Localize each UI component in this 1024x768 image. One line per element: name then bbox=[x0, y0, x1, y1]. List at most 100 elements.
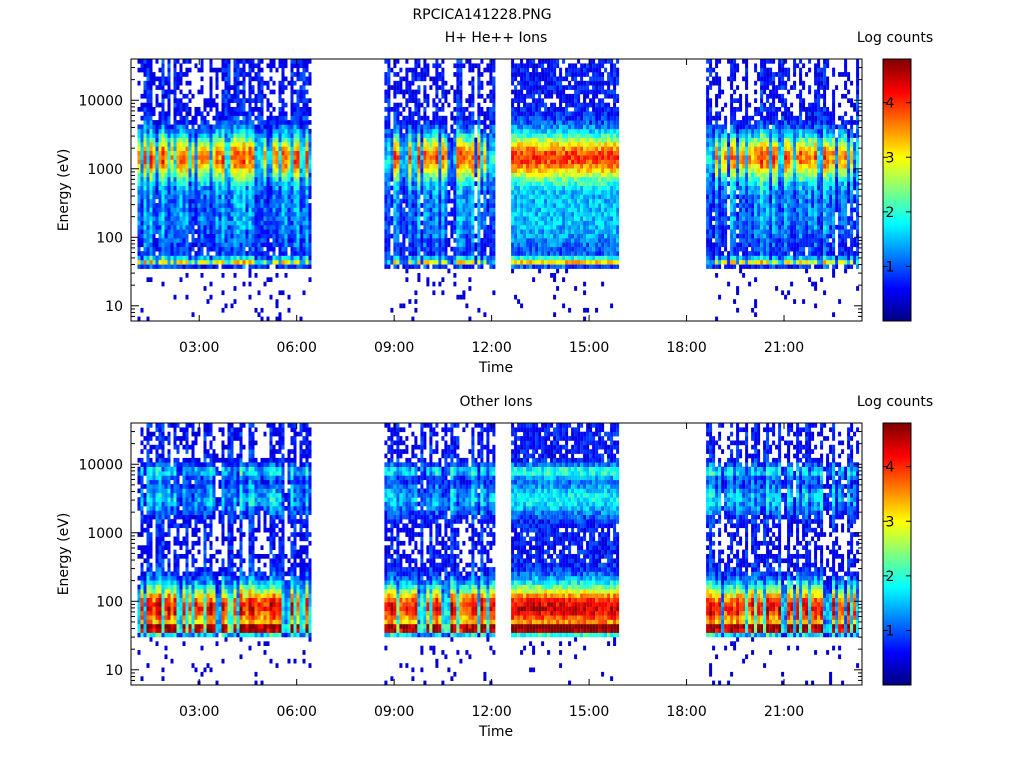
heatmap-cell bbox=[468, 220, 472, 226]
heatmap-cell bbox=[296, 67, 300, 73]
heatmap-cell bbox=[514, 159, 518, 165]
heatmap-cell bbox=[296, 72, 300, 77]
heatmap-cell bbox=[556, 190, 560, 195]
heatmap-cell bbox=[158, 155, 162, 160]
heatmap-cell bbox=[562, 211, 566, 217]
heatmap-cell bbox=[206, 142, 210, 147]
heatmap-cell bbox=[209, 194, 213, 200]
heatmap-cell bbox=[462, 176, 466, 182]
heatmap-cell bbox=[435, 59, 439, 64]
heatmap-cell bbox=[486, 185, 490, 191]
heatmap-cell bbox=[453, 207, 457, 213]
heatmap-cell bbox=[290, 198, 294, 204]
heatmap-cell bbox=[296, 111, 300, 117]
heatmap-cell bbox=[553, 238, 557, 243]
heatmap-cell bbox=[203, 102, 207, 108]
heatmap-cell bbox=[399, 168, 403, 173]
heatmap-cell bbox=[483, 185, 487, 191]
heatmap-cell bbox=[224, 150, 228, 156]
heatmap-cell bbox=[429, 128, 433, 134]
heatmap-cell bbox=[568, 176, 572, 182]
heatmap-cell bbox=[511, 233, 515, 239]
heatmap-cell bbox=[426, 229, 430, 234]
heatmap-cell bbox=[209, 93, 213, 99]
heatmap-cell bbox=[227, 93, 231, 99]
heatmap-cell bbox=[462, 159, 466, 165]
heatmap-cell bbox=[535, 190, 539, 195]
heatmap-cell bbox=[529, 185, 533, 191]
heatmap-cell bbox=[438, 107, 442, 112]
heatmap-cell bbox=[529, 259, 533, 265]
heatmap-cell bbox=[272, 242, 276, 248]
heatmap-cell bbox=[444, 194, 448, 200]
heatmap-cell bbox=[477, 146, 481, 151]
heatmap-cell bbox=[441, 207, 445, 213]
heatmap-cell bbox=[266, 259, 270, 265]
heatmap-cell bbox=[158, 216, 162, 221]
heatmap-cell bbox=[405, 176, 409, 182]
heatmap-cell bbox=[432, 163, 436, 169]
heatmap-cell bbox=[393, 185, 397, 191]
heatmap-cell bbox=[296, 146, 300, 151]
heatmap-cell bbox=[387, 89, 391, 95]
heatmap-cell bbox=[556, 207, 560, 213]
heatmap-cell bbox=[432, 190, 436, 195]
heatmap-cell bbox=[411, 72, 415, 77]
heatmap-cell bbox=[450, 233, 454, 239]
heatmap-cell bbox=[408, 255, 412, 261]
heatmap-cell bbox=[408, 211, 412, 217]
heatmap-cell bbox=[453, 264, 457, 269]
heatmap-cell bbox=[194, 251, 198, 256]
heatmap-cell bbox=[387, 159, 391, 165]
heatmap-cell bbox=[477, 150, 481, 156]
heatmap-cell bbox=[149, 146, 153, 151]
heatmap-cell bbox=[393, 159, 397, 165]
heatmap-cell bbox=[387, 224, 391, 230]
heatmap-cell bbox=[167, 264, 171, 269]
heatmap-cell bbox=[251, 181, 255, 186]
heatmap-cell bbox=[562, 185, 566, 191]
heatmap-cell bbox=[233, 207, 237, 213]
heatmap-cell bbox=[468, 172, 472, 178]
heatmap-cell bbox=[146, 72, 150, 77]
heatmap-cell bbox=[393, 124, 397, 130]
heatmap-cell bbox=[236, 176, 240, 182]
heatmap-cell bbox=[489, 80, 493, 86]
heatmap-cell bbox=[290, 120, 294, 125]
heatmap-cell bbox=[559, 203, 563, 208]
heatmap-cell bbox=[290, 76, 294, 82]
heatmap-cell bbox=[293, 198, 297, 204]
heatmap-cell bbox=[260, 137, 264, 143]
heatmap-cell bbox=[218, 198, 222, 204]
heatmap-cell bbox=[164, 172, 168, 178]
heatmap-cell bbox=[405, 124, 409, 130]
heatmap-cell bbox=[212, 67, 216, 73]
heatmap-cell bbox=[308, 207, 312, 213]
heatmap-cell bbox=[269, 168, 273, 173]
heatmap-cell bbox=[257, 176, 261, 182]
heatmap-cell bbox=[272, 176, 276, 182]
heatmap-cell bbox=[143, 255, 147, 261]
heatmap-cell bbox=[146, 259, 150, 265]
heatmap-cell bbox=[152, 181, 156, 186]
heatmap-cell bbox=[143, 185, 147, 191]
heatmap-cell bbox=[444, 264, 448, 269]
heatmap-cell bbox=[559, 181, 563, 186]
heatmap-cell bbox=[535, 172, 539, 178]
heatmap-cell bbox=[574, 185, 578, 191]
heatmap-cell bbox=[574, 181, 578, 186]
heatmap-cell bbox=[396, 190, 400, 195]
heatmap-cell bbox=[149, 190, 153, 195]
heatmap-cell bbox=[158, 163, 162, 169]
heatmap-cell bbox=[550, 115, 554, 121]
heatmap-cell bbox=[137, 220, 141, 226]
heatmap-cell bbox=[474, 168, 478, 173]
heatmap-cell bbox=[520, 216, 524, 221]
heatmap-cell bbox=[492, 67, 496, 73]
heatmap-cell bbox=[459, 255, 463, 261]
heatmap-cell bbox=[444, 172, 448, 178]
heatmap-cell bbox=[158, 115, 162, 121]
heatmap-cell bbox=[535, 233, 539, 239]
heatmap-cell bbox=[532, 98, 536, 103]
heatmap-cell bbox=[435, 242, 439, 248]
